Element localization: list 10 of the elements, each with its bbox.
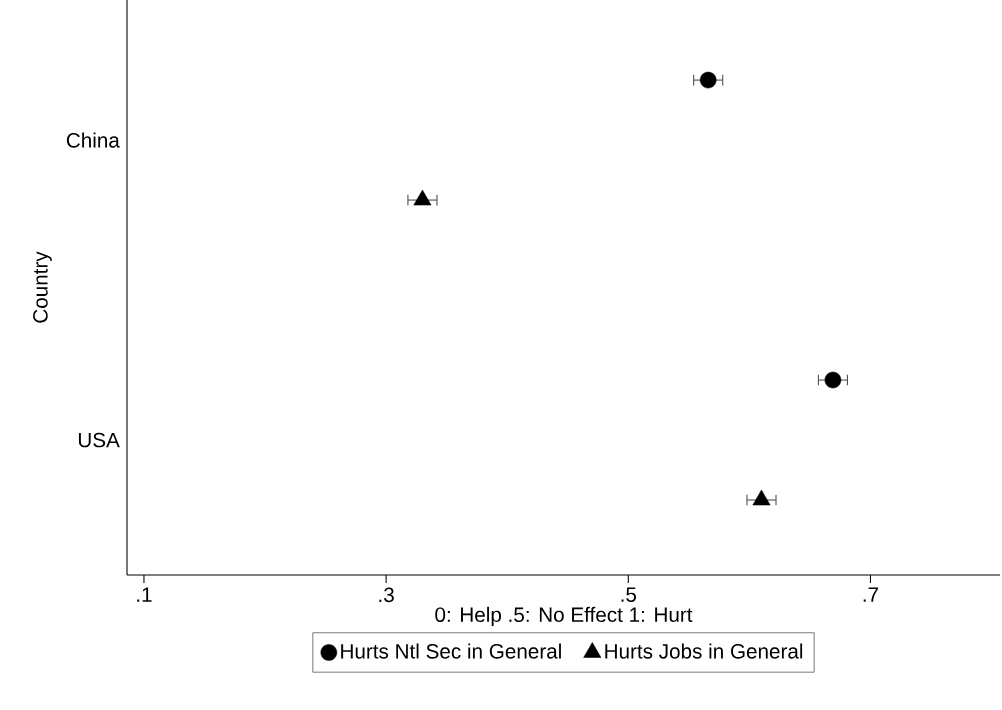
x-tick-label: .7 bbox=[863, 587, 879, 602]
x-tick-label: .5 bbox=[621, 587, 637, 602]
y-tick-label: China bbox=[66, 132, 120, 148]
x-axis-title: 0: Help .5: No Effect 1: Hurt bbox=[435, 606, 693, 627]
legend-label: Hurts Ntl Sec in General bbox=[341, 643, 561, 659]
x-tick-label: .1 bbox=[137, 587, 152, 602]
legend-label: Hurts Jobs in General bbox=[605, 643, 803, 659]
x-tick-label: .3 bbox=[379, 587, 394, 603]
y-tick-label: USA bbox=[78, 432, 120, 448]
y-axis-title: Country bbox=[33, 251, 52, 323]
